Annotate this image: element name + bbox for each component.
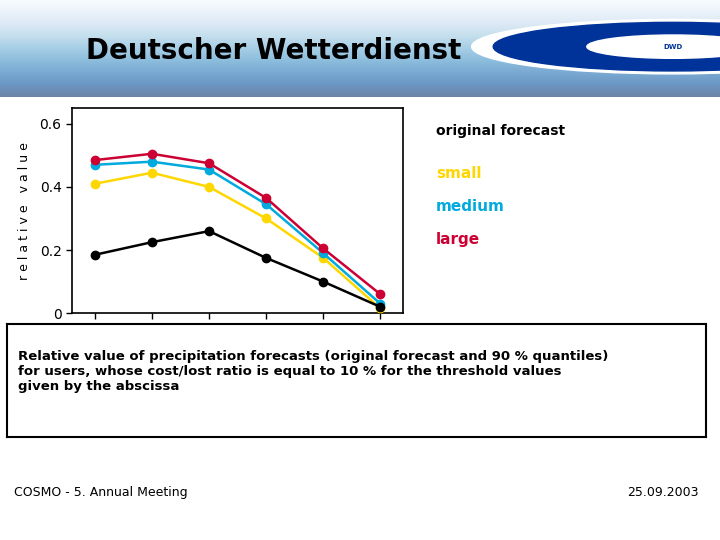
Text: Deutscher Wetterdienst: Deutscher Wetterdienst: [86, 37, 462, 65]
Text: large: large: [436, 232, 480, 247]
Text: small: small: [436, 166, 482, 181]
Text: medium: medium: [436, 199, 505, 214]
Circle shape: [587, 35, 720, 58]
Text: COSMO - 5. Annual Meeting: COSMO - 5. Annual Meeting: [14, 486, 188, 499]
Text: original forecast: original forecast: [436, 124, 565, 138]
Circle shape: [472, 19, 720, 74]
Text: [mm/h]: [mm/h]: [207, 346, 269, 361]
Circle shape: [493, 22, 720, 71]
Y-axis label: r e l a t i v e   v a l u e: r e l a t i v e v a l u e: [18, 141, 31, 280]
Text: Relative value of precipitation forecasts (original forecast and 90 % quantiles): Relative value of precipitation forecast…: [18, 350, 608, 393]
Text: DWD: DWD: [664, 44, 683, 50]
Text: 25.09.2003: 25.09.2003: [627, 486, 698, 499]
